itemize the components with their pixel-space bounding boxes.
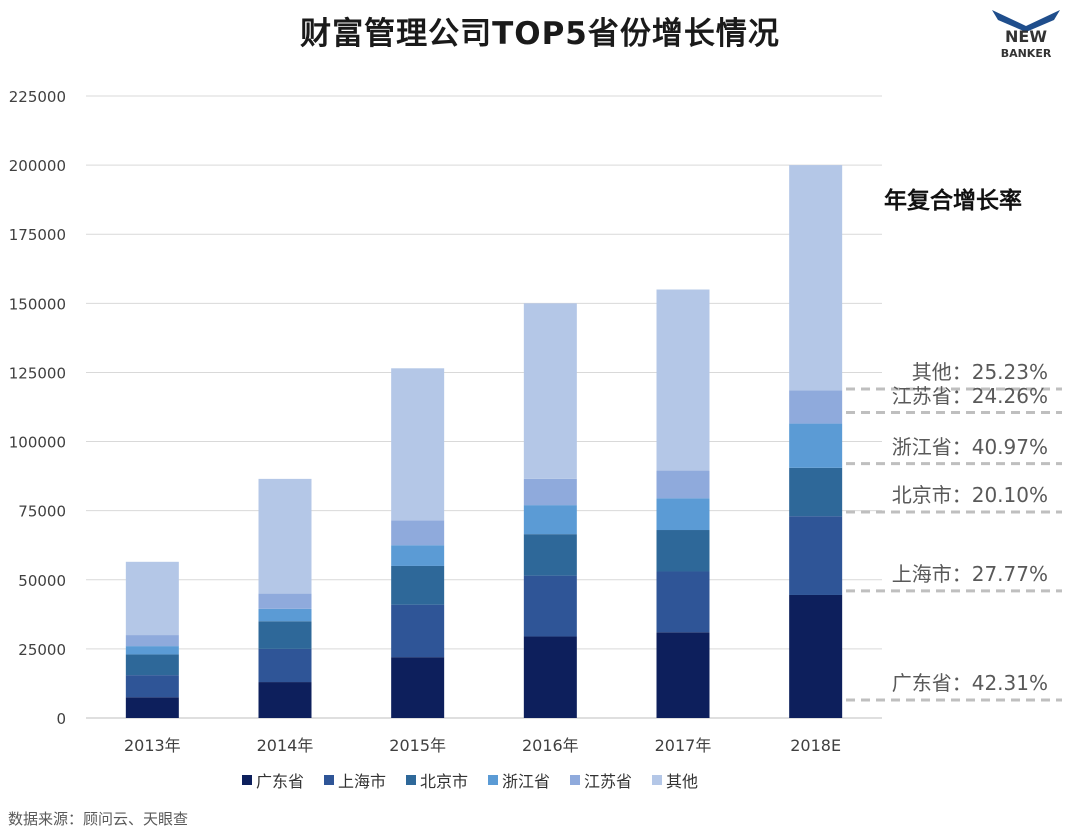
legend-swatch: [652, 775, 663, 785]
y-tick-label: 75000: [18, 503, 66, 521]
bar-segment: [523, 303, 577, 479]
legend-item: 浙江省: [488, 768, 550, 792]
legend-label: 北京市: [419, 772, 468, 791]
bar-segment: [258, 621, 312, 649]
y-tick-label: 175000: [9, 226, 66, 244]
bar-segment: [258, 648, 312, 683]
bar-segment: [789, 390, 843, 424]
cagr-label: 广东省：42.31%: [891, 671, 1048, 696]
y-tick-label: 225000: [9, 88, 66, 106]
y-tick-label: 100000: [9, 434, 66, 452]
legend-swatch: [323, 775, 334, 785]
bar-segment: [789, 467, 843, 517]
legend-swatch: [405, 775, 416, 785]
y-tick-label: 25000: [18, 641, 66, 659]
bar-segment: [258, 682, 312, 718]
logo-line2: BANKER: [1001, 47, 1052, 60]
y-tick-label: 200000: [9, 157, 66, 175]
legend-swatch: [570, 775, 581, 785]
legend-item: 江苏省: [570, 768, 632, 792]
bar-segment: [125, 675, 179, 698]
bar-segment: [656, 498, 710, 531]
legend-item: 北京市: [405, 768, 468, 792]
bar-segment: [523, 575, 577, 637]
y-tick-label: 0: [56, 710, 66, 728]
bar-segment: [391, 545, 445, 566]
legend-label: 其他: [666, 772, 699, 791]
cagr-label: 北京市：20.10%: [891, 483, 1048, 508]
legend-swatch: [488, 775, 498, 785]
bar-segment: [656, 530, 710, 572]
x-tick-label: 2017年: [655, 736, 712, 755]
cagr-label: 浙江省：40.97%: [891, 434, 1048, 459]
bar-segment: [523, 478, 577, 506]
bar-segment: [258, 478, 312, 594]
bar-segment: [789, 516, 843, 595]
legend-item: 广东省: [241, 768, 304, 792]
bar-segment: [258, 608, 312, 622]
bar-segment: [125, 697, 179, 718]
x-tick-label: 2014年: [257, 736, 314, 755]
legend-item: 其他: [652, 768, 698, 792]
bar-segment: [656, 571, 710, 633]
legend-label: 浙江省: [502, 772, 551, 791]
bar-segment: [523, 636, 577, 718]
bar-segment: [391, 368, 445, 521]
y-tick-label: 150000: [9, 295, 66, 313]
legend-label: 上海市: [337, 772, 386, 791]
bar-segment: [125, 561, 179, 636]
bar-segment: [125, 635, 179, 647]
legend-label: 广东省: [255, 772, 304, 791]
bar-segment: [523, 534, 577, 576]
y-tick-label: 125000: [9, 364, 66, 382]
bar-segment: [125, 646, 179, 655]
legend-item: 上海市: [323, 768, 386, 792]
cagr-label: 江苏省：24.26%: [891, 383, 1048, 408]
cagr-label: 上海市：27.77%: [891, 561, 1048, 586]
bar-segment: [391, 520, 445, 546]
cagr-label: 其他：25.23%: [911, 360, 1048, 385]
chart-title: 财富管理公司TOP5省份增长情况: [300, 16, 780, 52]
bar-segment: [789, 165, 843, 391]
bar-segment: [391, 657, 445, 718]
bar-segment: [258, 593, 312, 609]
x-tick-label: 2016年: [522, 736, 579, 755]
source-note: 数据来源：顾问云、天眼查: [8, 810, 189, 828]
cagr-title: 年复合增长率: [884, 188, 1022, 214]
bar-segment: [656, 470, 710, 499]
bar-segment: [656, 289, 710, 471]
bar-segment: [789, 423, 843, 468]
bar-segment: [789, 594, 843, 718]
legend-swatch: [241, 775, 252, 785]
newbanker-logo: NEW BANKER: [992, 10, 1060, 60]
x-tick-label: 2013年: [124, 736, 181, 755]
x-tick-label: 2015年: [389, 736, 446, 755]
legend-label: 江苏省: [584, 772, 633, 791]
x-tick-label: 2018E: [790, 736, 841, 755]
bar-segment: [523, 505, 577, 535]
bar-segment: [391, 604, 445, 658]
bar-segment: [656, 632, 710, 718]
y-tick-label: 50000: [18, 572, 66, 590]
logo-line1: NEW: [1005, 27, 1047, 46]
bar-segment: [125, 654, 179, 676]
bar-segment: [391, 565, 445, 605]
legend: 广东省 上海市 北京市 浙江省 江苏省 其他: [0, 768, 940, 792]
